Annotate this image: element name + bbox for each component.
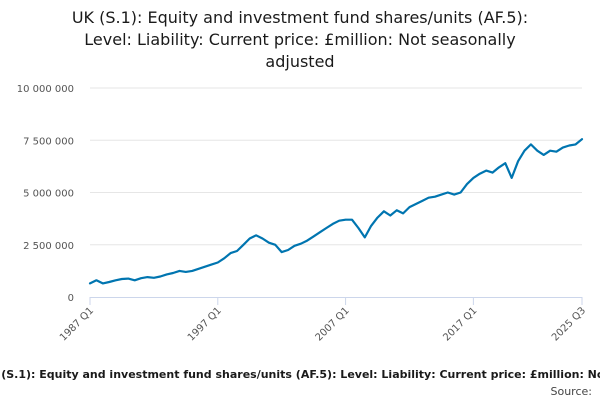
series-line (88, 138, 584, 285)
chart-title-line-2: Level: Liability: Current price: £millio… (84, 30, 515, 49)
chart-title-line-3: adjusted (265, 52, 334, 71)
y-tick-label: 7 500 000 (23, 136, 74, 147)
source-label: Source: (551, 385, 593, 398)
y-tick-label: 2 500 000 (23, 241, 74, 252)
x-tick-label: 1987 Q1 (58, 305, 96, 343)
y-tick-label: 5 000 000 (23, 189, 74, 200)
legend-label: UK (S.1): Equity and investment fund sha… (0, 368, 600, 381)
x-tick-label: 2025 Q3 (550, 305, 588, 343)
x-tick-label: 2017 Q1 (441, 305, 479, 343)
chart-title: UK (S.1): Equity and investment fund sha… (72, 8, 528, 71)
gridlines (90, 87, 582, 246)
x-axis-tick-labels: 1987 Q1 1997 Q1 2007 Q1 2017 Q1 2025 Q3 (58, 297, 588, 343)
x-tick-label: 1997 Q1 (186, 305, 224, 343)
chart-title-line-1: UK (S.1): Equity and investment fund sha… (72, 8, 528, 27)
y-axis-tick-labels: 0 2 500 000 5 000 000 7 500 000 10 000 000 (17, 84, 74, 304)
y-tick-label: 0 (68, 293, 74, 304)
y-tick-label: 10 000 000 (17, 84, 74, 95)
x-tick-label: 2007 Q1 (314, 305, 352, 343)
